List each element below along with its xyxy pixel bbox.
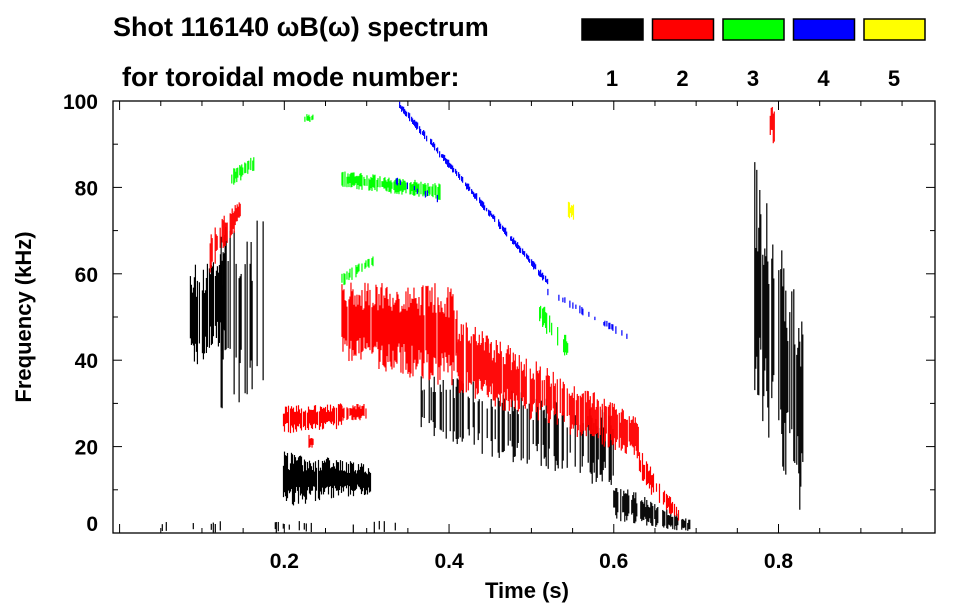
y-axis-label: Frequency (kHz) xyxy=(11,231,36,402)
legend-swatch-mode-5 xyxy=(863,18,926,41)
x-tick-label: 0.2 xyxy=(270,550,299,573)
y-tick-label: 100 xyxy=(63,91,98,114)
legend-label-mode-5: 5 xyxy=(888,66,900,91)
x-tick-label: 0.4 xyxy=(434,550,464,573)
y-axis: 0 20 40 60 80 100 xyxy=(63,91,935,536)
y-tick-label: 80 xyxy=(75,177,98,200)
x-tick-label: 0.6 xyxy=(599,550,628,573)
x-axis: 0.2 0.4 0.6 0.8 xyxy=(119,101,903,573)
legend-label-mode-3: 3 xyxy=(747,66,759,91)
chart-title: Shot 116140 ωB(ω) spectrum xyxy=(113,12,489,42)
legend-label-mode-1: 1 xyxy=(606,66,618,91)
legend-label-mode-2: 2 xyxy=(676,66,688,91)
y-tick-label: 0 xyxy=(86,513,98,536)
y-tick-label: 40 xyxy=(75,350,98,373)
legend: 1 2 3 4 5 xyxy=(581,18,926,91)
y-tick-label: 60 xyxy=(75,264,98,287)
legend-label-mode-4: 4 xyxy=(817,66,830,91)
x-tick-label: 0.8 xyxy=(764,550,794,573)
legend-swatch-mode-4 xyxy=(792,18,856,41)
spectrum-marks xyxy=(161,101,804,533)
legend-swatch-mode-3 xyxy=(722,18,785,41)
legend-swatch-mode-1 xyxy=(581,18,644,41)
y-tick-label: 20 xyxy=(75,437,98,460)
x-axis-label: Time (s) xyxy=(485,578,569,603)
chart-subtitle: for toroidal mode number: xyxy=(122,62,460,92)
legend-swatch-mode-2 xyxy=(651,18,715,41)
